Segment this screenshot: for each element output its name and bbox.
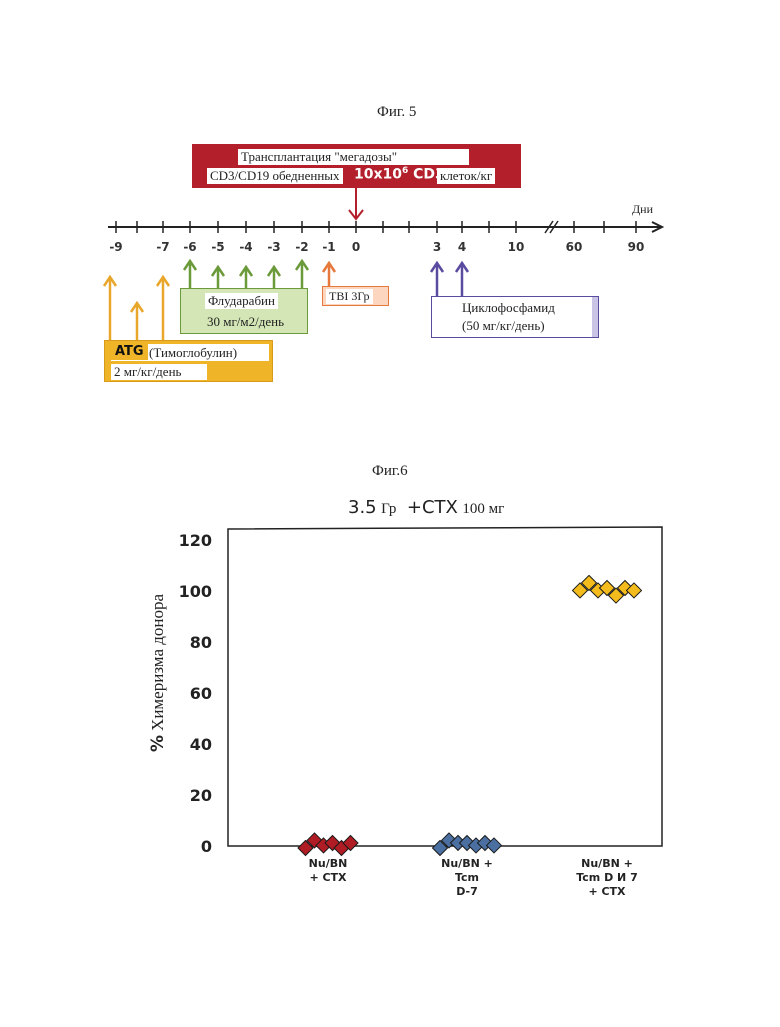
y-tick-label: 40 — [190, 735, 212, 754]
plot-frame — [228, 527, 662, 846]
x-category-label: Nu/BN+ CTX — [273, 857, 383, 885]
y-tick-label: 20 — [190, 786, 212, 805]
x-category-label: Nu/BN +Tcm D И 7+ CTX — [552, 857, 662, 899]
y-tick-label: 0 — [201, 837, 212, 856]
y-tick-label: 100 — [179, 582, 212, 601]
y-tick-label: 60 — [190, 684, 212, 703]
y-tick-label: 80 — [190, 633, 212, 652]
x-category-label: Nu/BN +TcmD-7 — [412, 857, 522, 899]
y-tick-label: 120 — [179, 531, 212, 550]
